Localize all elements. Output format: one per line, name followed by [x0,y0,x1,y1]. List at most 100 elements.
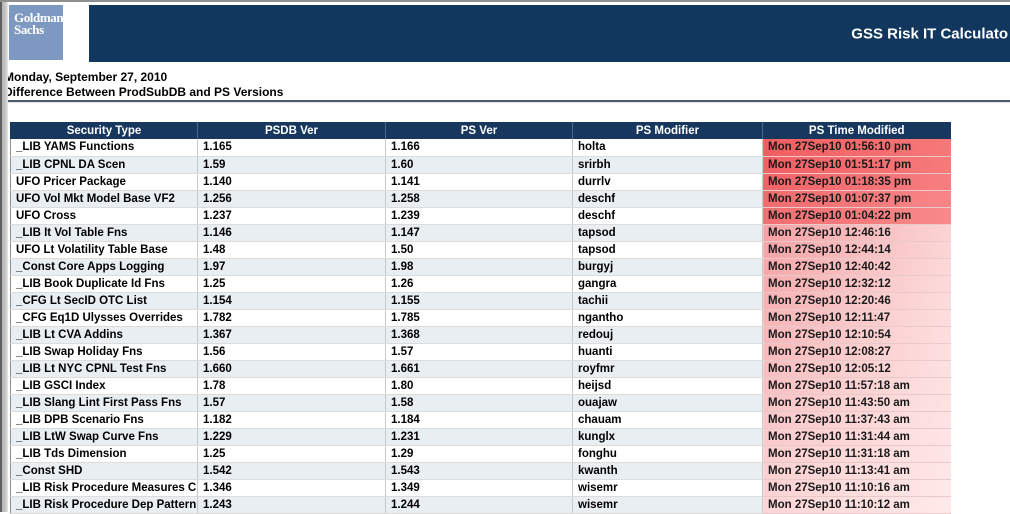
divider [0,100,1010,103]
col-header-ps-time-modified: PS Time Modified [762,122,951,139]
table-row: UFO Cross 1.237 1.239 deschf Mon 27Sep10… [10,207,951,225]
cell-psdb-ver: 1.25 [197,275,386,293]
window-top-edge [0,0,1010,2]
goldman-sachs-logo: Goldman Sachs [9,5,64,60]
cell-ps-ver: 1.141 [385,173,573,191]
cell-security-type: _LIB Lt CVA Addins [10,326,198,344]
table-row: _LIB It Vol Table Fns 1.146 1.147 tapsod… [10,224,951,242]
cell-ps-time-modified: Mon 27Sep10 12:05:12 [762,360,951,378]
table-row: _LIB DPB Scenario Fns 1.182 1.184 chauam… [10,411,951,429]
table-header-row: Security Type PSDB Ver PS Ver PS Modifie… [10,122,951,139]
cell-ps-ver: 1.543 [385,462,573,480]
cell-psdb-ver: 1.243 [197,496,386,514]
cell-ps-ver: 1.258 [385,190,573,208]
cell-ps-time-modified: Mon 27Sep10 12:20:46 [762,292,951,310]
cell-security-type: _CFG Eq1D Ulysses Overrides [10,309,198,327]
cell-security-type: _LIB It Vol Table Fns [10,224,198,242]
table-row: _CFG Eq1D Ulysses Overrides 1.782 1.785 … [10,309,951,327]
cell-psdb-ver: 1.165 [197,139,386,157]
table-row: UFO Pricer Package 1.140 1.141 durrlv Mo… [10,173,951,191]
cell-ps-time-modified: Mon 27Sep10 01:18:35 pm [762,173,951,191]
cell-ps-ver: 1.368 [385,326,573,344]
cell-security-type: UFO Pricer Package [10,173,198,191]
cell-ps-modifier: holta [572,139,763,157]
cell-ps-time-modified: Mon 27Sep10 11:31:44 am [762,428,951,446]
cell-ps-modifier: tapsod [572,241,763,259]
cell-ps-ver: 1.244 [385,496,573,514]
cell-ps-time-modified: Mon 27Sep10 12:08:27 [762,343,951,361]
cell-ps-time-modified: Mon 27Sep10 12:11:47 [762,309,951,327]
cell-psdb-ver: 1.146 [197,224,386,242]
cell-security-type: _LIB CPNL DA Scen [10,156,198,174]
cell-ps-modifier: huanti [572,343,763,361]
cell-psdb-ver: 1.59 [197,156,386,174]
cell-ps-time-modified: Mon 27Sep10 12:32:12 [762,275,951,293]
cell-ps-ver: 1.785 [385,309,573,327]
cell-ps-ver: 1.147 [385,224,573,242]
cell-ps-modifier: srirbh [572,156,763,174]
cell-security-type: _LIB Book Duplicate Id Fns [10,275,198,293]
cell-security-type: UFO Lt Volatility Table Base [10,241,198,259]
cell-ps-time-modified: Mon 27Sep10 11:31:18 am [762,445,951,463]
cell-ps-ver: 1.80 [385,377,573,395]
cell-psdb-ver: 1.782 [197,309,386,327]
cell-security-type: _LIB Risk Procedure Dep Pattern [10,496,198,514]
cell-ps-ver: 1.50 [385,241,573,259]
table-row: _LIB Slang Lint First Pass Fns 1.57 1.58… [10,394,951,412]
cell-ps-ver: 1.239 [385,207,573,225]
cell-security-type: _LIB Risk Procedure Measures CD [10,479,198,497]
cell-security-type: _LIB DPB Scenario Fns [10,411,198,429]
cell-ps-modifier: tachii [572,292,763,310]
table-row: _LIB Tds Dimension 1.25 1.29 fonghu Mon … [10,445,951,463]
table-row: _LIB Lt NYC CPNL Test Fns 1.660 1.661 ro… [10,360,951,378]
logo-text-line1: Goldman [14,10,64,25]
cell-psdb-ver: 1.542 [197,462,386,480]
cell-psdb-ver: 1.367 [197,326,386,344]
cell-ps-time-modified: Mon 27Sep10 12:40:42 [762,258,951,276]
table-row: _LIB LtW Swap Curve Fns 1.229 1.231 kung… [10,428,951,446]
cell-ps-time-modified: Mon 27Sep10 12:10:54 [762,326,951,344]
cell-ps-modifier: ngantho [572,309,763,327]
cell-ps-time-modified: Mon 27Sep10 11:37:43 am [762,411,951,429]
cell-ps-modifier: fonghu [572,445,763,463]
cell-security-type: _LIB Tds Dimension [10,445,198,463]
cell-security-type: _LIB Slang Lint First Pass Fns [10,394,198,412]
window-left-edge [0,0,8,512]
table-row: _Const Core Apps Logging 1.97 1.98 burgy… [10,258,951,276]
table-row: UFO Vol Mkt Model Base VF2 1.256 1.258 d… [10,190,951,208]
cell-ps-time-modified: Mon 27Sep10 01:04:22 pm [762,207,951,225]
cell-security-type: _LIB GSCI Index [10,377,198,395]
cell-ps-modifier: wisemr [572,496,763,514]
cell-security-type: _LIB Lt NYC CPNL Test Fns [10,360,198,378]
cell-ps-modifier: durrlv [572,173,763,191]
cell-psdb-ver: 1.140 [197,173,386,191]
cell-security-type: _LIB LtW Swap Curve Fns [10,428,198,446]
cell-ps-time-modified: Mon 27Sep10 11:10:16 am [762,479,951,497]
cell-ps-time-modified: Mon 27Sep10 11:57:18 am [762,377,951,395]
table-row: _LIB GSCI Index 1.78 1.80 heijsd Mon 27S… [10,377,951,395]
cell-ps-modifier: kunglx [572,428,763,446]
table-row: _LIB Swap Holiday Fns 1.56 1.57 huanti M… [10,343,951,361]
cell-security-type: _CFG Lt SecID OTC List [10,292,198,310]
cell-ps-ver: 1.60 [385,156,573,174]
cell-ps-time-modified: Mon 27Sep10 01:51:17 pm [762,156,951,174]
cell-ps-modifier: ouajaw [572,394,763,412]
col-header-security-type: Security Type [10,122,198,139]
cell-ps-ver: 1.661 [385,360,573,378]
cell-ps-time-modified: Mon 27Sep10 12:46:16 [762,224,951,242]
table-row: _LIB Book Duplicate Id Fns 1.25 1.26 gan… [10,275,951,293]
cell-psdb-ver: 1.25 [197,445,386,463]
cell-ps-ver: 1.184 [385,411,573,429]
col-header-psdb-ver: PSDB Ver [197,122,386,139]
table-row: _LIB Risk Procedure Dep Pattern 1.243 1.… [10,496,951,514]
cell-ps-time-modified: Mon 27Sep10 01:56:10 pm [762,139,951,157]
table-row: _LIB YAMS Functions 1.165 1.166 holta Mo… [10,139,951,157]
version-diff-table: Security Type PSDB Ver PS Ver PS Modifie… [10,122,951,514]
table-row: _Const SHD 1.542 1.543 kwanth Mon 27Sep1… [10,462,951,480]
cell-psdb-ver: 1.229 [197,428,386,446]
cell-psdb-ver: 1.57 [197,394,386,412]
cell-ps-modifier: deschf [572,190,763,208]
cell-psdb-ver: 1.78 [197,377,386,395]
cell-security-type: _Const SHD [10,462,198,480]
cell-ps-ver: 1.26 [385,275,573,293]
